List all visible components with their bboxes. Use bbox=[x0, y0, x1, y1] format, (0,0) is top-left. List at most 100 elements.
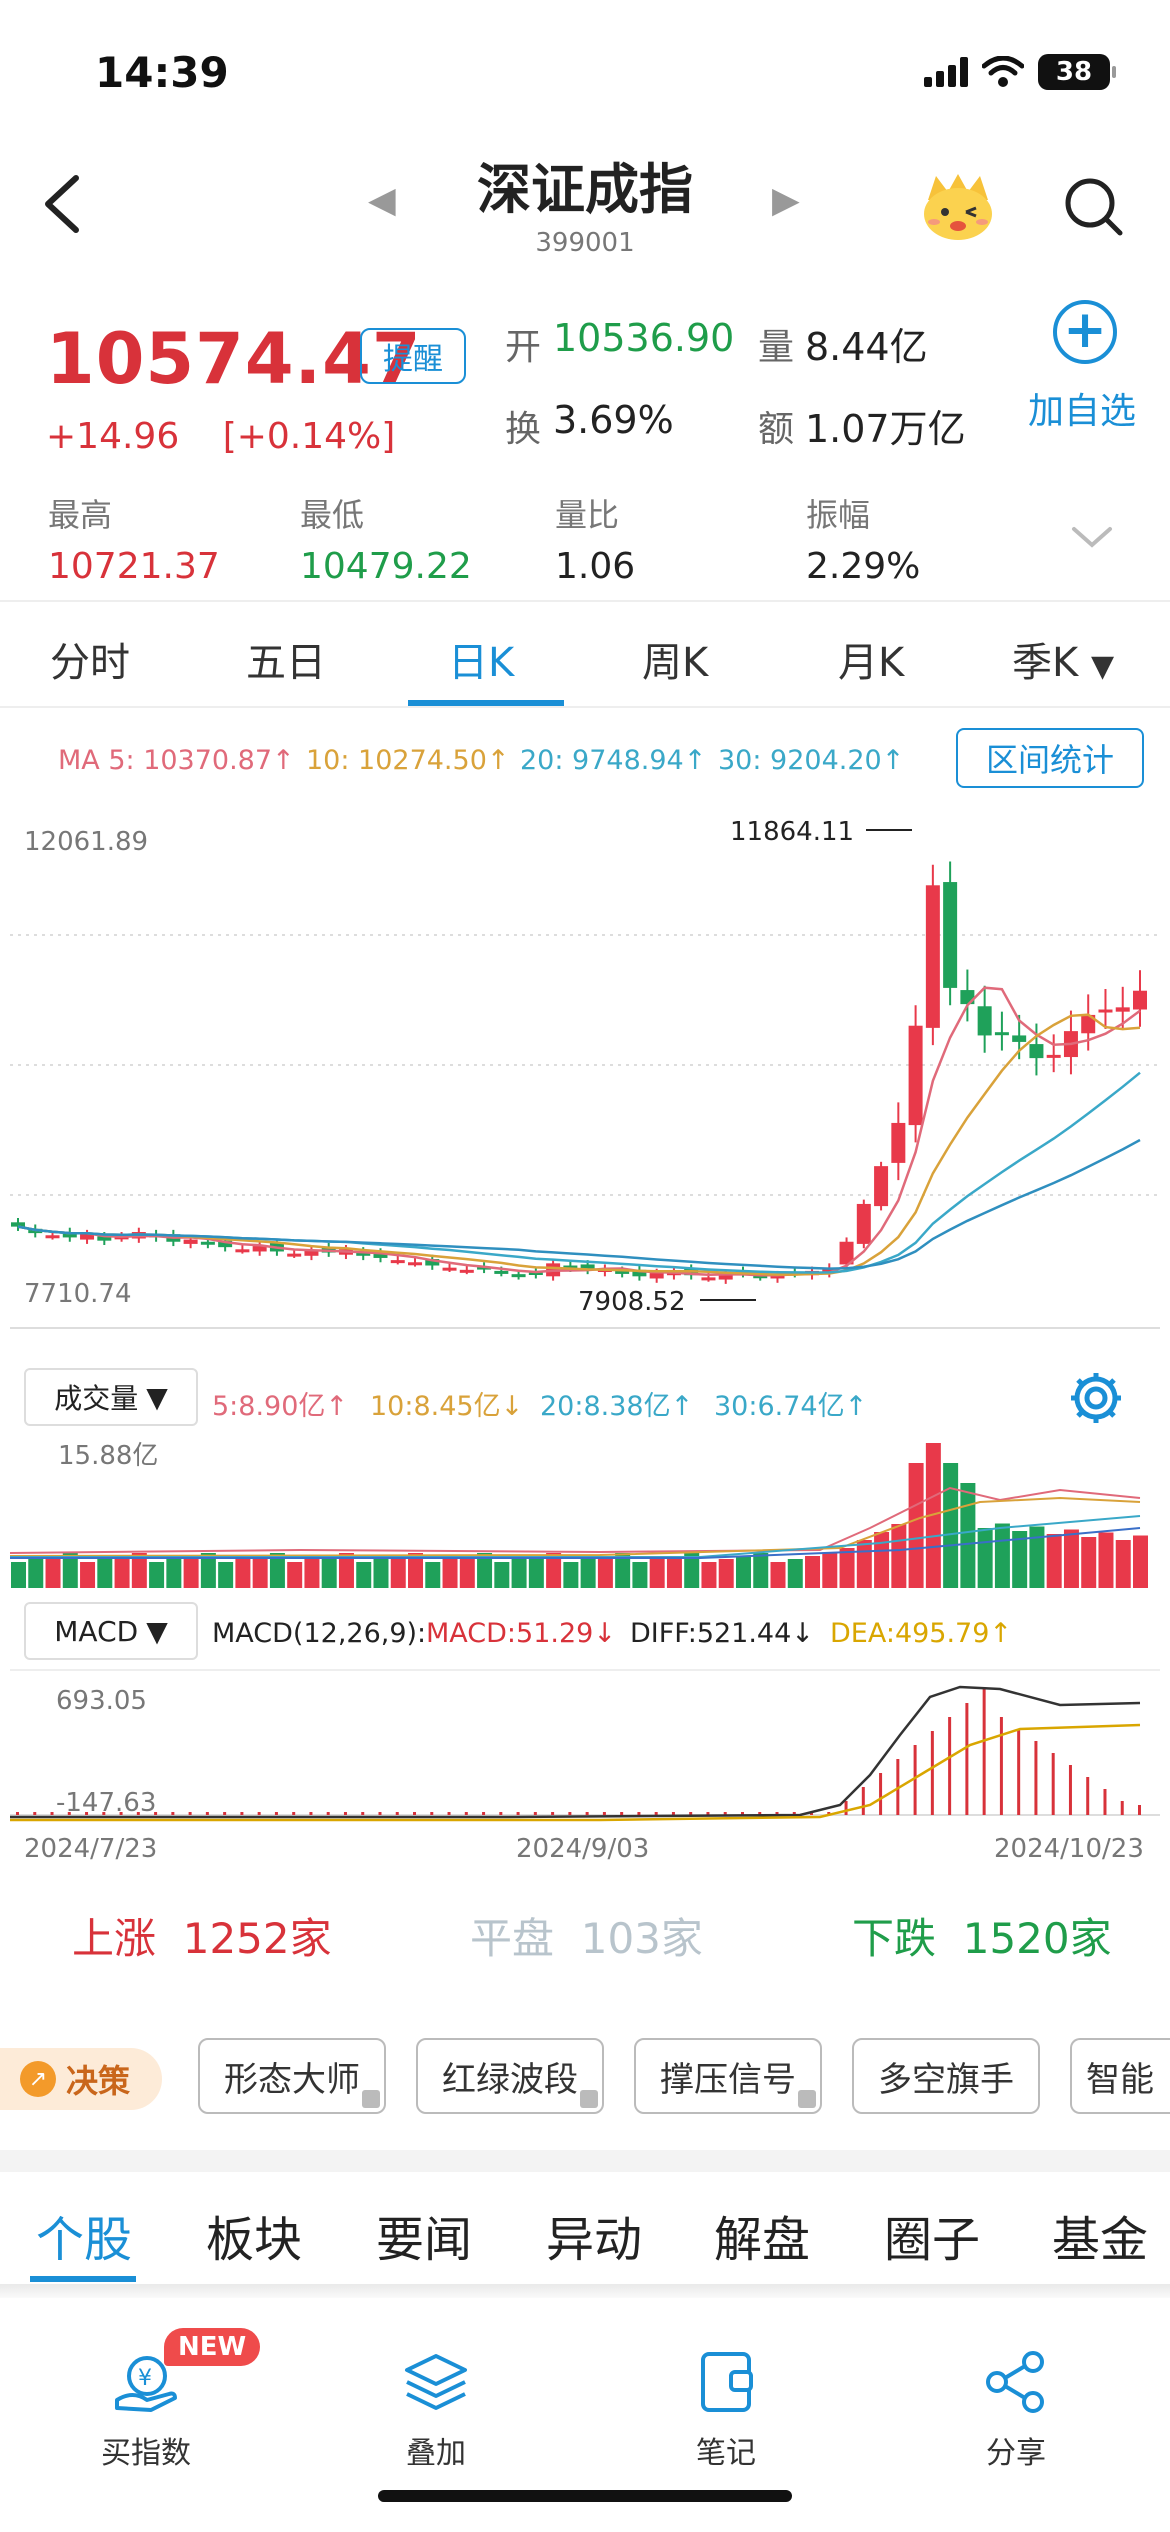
news-tab-community[interactable]: 圈子 bbox=[884, 2212, 981, 2268]
range-stats-button[interactable]: 区间统计 bbox=[956, 728, 1144, 788]
notes-button[interactable]: 笔记 bbox=[636, 2350, 816, 2472]
next-index-button[interactable]: ▶ bbox=[772, 180, 800, 221]
chart-gridlines bbox=[10, 934, 1160, 1329]
turnover-value: 3.69% bbox=[553, 398, 674, 442]
chip-red-green-band[interactable]: 红绿波段 bbox=[416, 2038, 604, 2114]
volume-bar bbox=[149, 1562, 165, 1588]
volume-max-label: 15.88亿 bbox=[58, 1441, 158, 1471]
layers-icon bbox=[405, 2354, 467, 2410]
macd-bar bbox=[499, 1812, 503, 1815]
volume-bar bbox=[511, 1559, 527, 1588]
status-time: 14:39 bbox=[95, 48, 229, 97]
candle-body bbox=[528, 1271, 543, 1275]
tab-daily-k[interactable]: 日K bbox=[448, 640, 515, 686]
candle-body bbox=[442, 1267, 457, 1271]
macd-params: MACD(12,26,9): bbox=[212, 1618, 427, 1649]
macd-bar bbox=[395, 1812, 399, 1815]
macd-bar bbox=[965, 1703, 969, 1815]
macd-indicator-select[interactable]: MACD ▼ bbox=[24, 1602, 198, 1660]
candle-body bbox=[925, 885, 940, 1028]
news-tab-fund[interactable]: 基金 bbox=[1052, 2212, 1149, 2268]
macd-bar bbox=[585, 1812, 589, 1815]
decision-chip[interactable]: ↗ 决策 bbox=[0, 2048, 162, 2110]
macd-bar bbox=[1051, 1753, 1055, 1815]
tab-monthly-k[interactable]: 月K bbox=[838, 640, 905, 686]
volume-bar bbox=[459, 1556, 475, 1588]
macd-bar bbox=[430, 1812, 434, 1815]
candle-body bbox=[1046, 1054, 1061, 1058]
macd-bar bbox=[913, 1745, 917, 1815]
macd-bar bbox=[516, 1812, 520, 1815]
tab-five-day[interactable]: 五日 bbox=[246, 640, 326, 686]
volume-bar bbox=[114, 1556, 130, 1588]
ma10-legend: 10: 10274.50↑ bbox=[306, 745, 510, 776]
macd-bar bbox=[326, 1812, 330, 1815]
volume-bar bbox=[269, 1553, 285, 1588]
candle-body bbox=[1081, 1014, 1096, 1034]
news-tab-sector[interactable]: 板块 bbox=[206, 2212, 303, 2268]
cellular-signal-icon bbox=[924, 57, 968, 87]
candle-body bbox=[701, 1277, 716, 1281]
plus-circle-icon: + bbox=[1053, 300, 1117, 364]
candle-body bbox=[891, 1122, 906, 1163]
macd-bar bbox=[533, 1812, 537, 1815]
tab-quarterly-k[interactable]: 季K ▼ bbox=[1012, 640, 1115, 686]
ma5-line bbox=[17, 986, 1141, 1277]
ma20-legend: 20: 9748.94↑ bbox=[520, 745, 707, 776]
macd-bar bbox=[240, 1812, 244, 1815]
candle-body bbox=[183, 1239, 198, 1244]
macd-bar bbox=[810, 1812, 814, 1815]
volume-bar bbox=[477, 1553, 493, 1588]
volume-bar bbox=[373, 1559, 389, 1588]
news-tab-headlines[interactable]: 要闻 bbox=[376, 2212, 473, 2268]
prev-index-button[interactable]: ◀ bbox=[368, 180, 396, 221]
volume-bar bbox=[183, 1556, 199, 1588]
remind-button[interactable]: 提醒 bbox=[360, 328, 466, 384]
candle-body bbox=[822, 1267, 837, 1274]
add-favorite-button[interactable]: + 加自选 bbox=[1028, 300, 1140, 434]
mascot-icon[interactable] bbox=[918, 172, 998, 242]
chip-bull-bear[interactable]: 多空旗手 bbox=[852, 2038, 1040, 2114]
overlay-button[interactable]: 叠加 bbox=[346, 2350, 526, 2472]
volume-bar bbox=[131, 1553, 147, 1588]
volume-indicator-select[interactable]: 成交量 ▼ bbox=[24, 1368, 198, 1426]
tab-weekly-k[interactable]: 周K bbox=[642, 640, 709, 686]
expand-button[interactable] bbox=[1070, 515, 1114, 559]
candle-body bbox=[252, 1246, 267, 1252]
back-button[interactable] bbox=[40, 172, 90, 242]
volume-bar bbox=[11, 1562, 26, 1588]
volume-bar bbox=[701, 1562, 717, 1588]
macd-bar bbox=[568, 1812, 572, 1815]
low-value: 10479.22 bbox=[300, 546, 472, 587]
dea-value: DEA:495.79↑ bbox=[830, 1618, 1013, 1649]
chip-pattern-master[interactable]: 形态大师 bbox=[198, 2038, 386, 2114]
search-button[interactable] bbox=[1062, 175, 1126, 239]
news-tab-movement[interactable]: 异动 bbox=[546, 2212, 643, 2268]
buy-index-icon: ¥ bbox=[115, 2356, 177, 2412]
volume-bar bbox=[304, 1559, 320, 1588]
macd-bar bbox=[827, 1812, 831, 1815]
volume-bars bbox=[11, 1443, 1148, 1588]
chip-support-resistance[interactable]: 撑压信号 bbox=[634, 2038, 822, 2114]
volume-bar bbox=[45, 1556, 61, 1588]
y-max-label: 12061.89 bbox=[24, 827, 148, 857]
news-tab-stock[interactable]: 个股 bbox=[36, 2212, 133, 2268]
diff-value: DIFF:521.44↓ bbox=[630, 1618, 814, 1649]
macd-bar bbox=[861, 1787, 865, 1815]
macd-bar bbox=[999, 1717, 1003, 1815]
news-tab-analysis[interactable]: 解盘 bbox=[714, 2212, 811, 2268]
tab-intraday[interactable]: 分时 bbox=[50, 640, 130, 686]
chip-smart[interactable]: 智能 bbox=[1070, 2038, 1170, 2114]
add-favorite-label: 加自选 bbox=[1027, 391, 1136, 432]
settings-button[interactable] bbox=[1066, 1368, 1126, 1428]
macd-bar bbox=[551, 1812, 555, 1815]
candle-body bbox=[11, 1222, 25, 1227]
volume-bar bbox=[649, 1559, 665, 1588]
active-tab-indicator bbox=[408, 700, 564, 706]
turnover-label: 换 bbox=[505, 409, 542, 450]
candlestick-chart[interactable]: 12061.89 7710.74 11864.11 7908.52 bbox=[0, 800, 1170, 1340]
buy-index-button[interactable]: ¥ 买指数 bbox=[56, 2350, 236, 2472]
macd-bar bbox=[948, 1717, 952, 1815]
volume-bar bbox=[28, 1559, 44, 1588]
share-button[interactable]: 分享 bbox=[926, 2350, 1106, 2472]
